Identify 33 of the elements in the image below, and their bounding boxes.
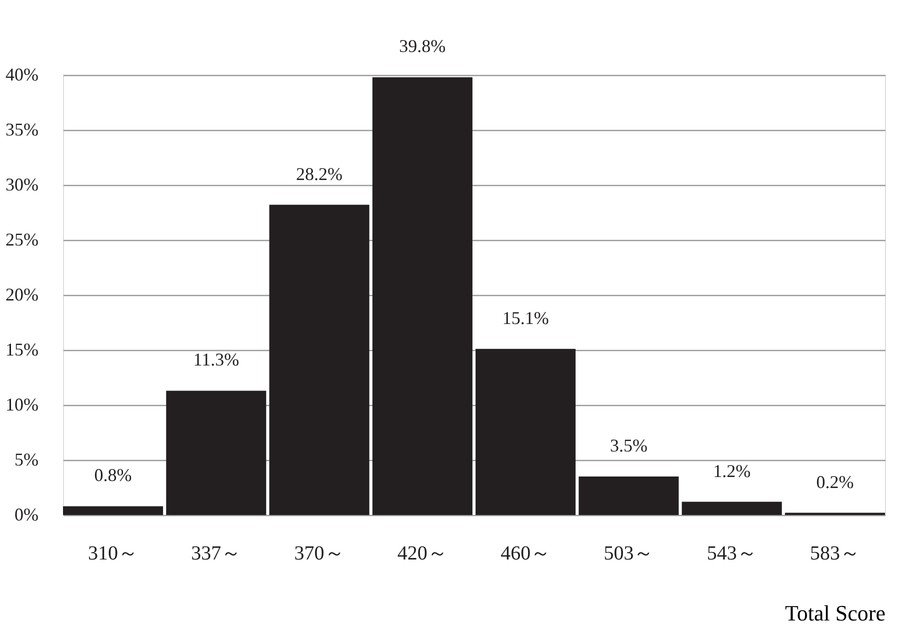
x-tick-label: 460～ — [500, 542, 551, 564]
x-tick-label: 583～ — [810, 542, 860, 564]
x-tick-label: 370～ — [294, 542, 344, 564]
bar — [578, 476, 679, 515]
bar — [682, 502, 782, 515]
bar — [63, 506, 164, 515]
x-axis-title: Total Score — [785, 600, 886, 626]
y-tick-label: 25% — [6, 230, 38, 250]
y-tick-label: 40% — [6, 64, 38, 84]
data-label: 15.1% — [502, 308, 549, 328]
y-tick-label: 10% — [6, 394, 38, 414]
data-label: 28.2% — [296, 164, 343, 184]
x-tick-label: 420～ — [397, 542, 448, 564]
data-label: 11.3% — [193, 350, 240, 370]
y-tick-label: 0% — [14, 504, 38, 524]
bar — [166, 390, 266, 515]
bar — [372, 77, 472, 515]
data-label: 3.5% — [610, 436, 648, 456]
bar — [269, 204, 370, 515]
data-label: 0.8% — [94, 465, 132, 486]
y-tick-label: 15% — [6, 340, 38, 360]
data-label: 39.8% — [399, 36, 446, 56]
y-tick-label: 30% — [6, 174, 38, 194]
x-tick-label: 310～ — [88, 542, 138, 564]
y-tick-label: 5% — [14, 450, 38, 470]
x-tick-label: 503～ — [604, 542, 654, 564]
y-tick-label: 35% — [6, 120, 38, 140]
y-tick-label: 20% — [6, 284, 38, 304]
data-label: 1.2% — [713, 460, 751, 481]
data-label: 0.2% — [816, 472, 854, 492]
bar — [476, 348, 576, 515]
x-tick-label: 337～ — [191, 542, 242, 564]
x-tick-label: 543～ — [706, 542, 757, 564]
